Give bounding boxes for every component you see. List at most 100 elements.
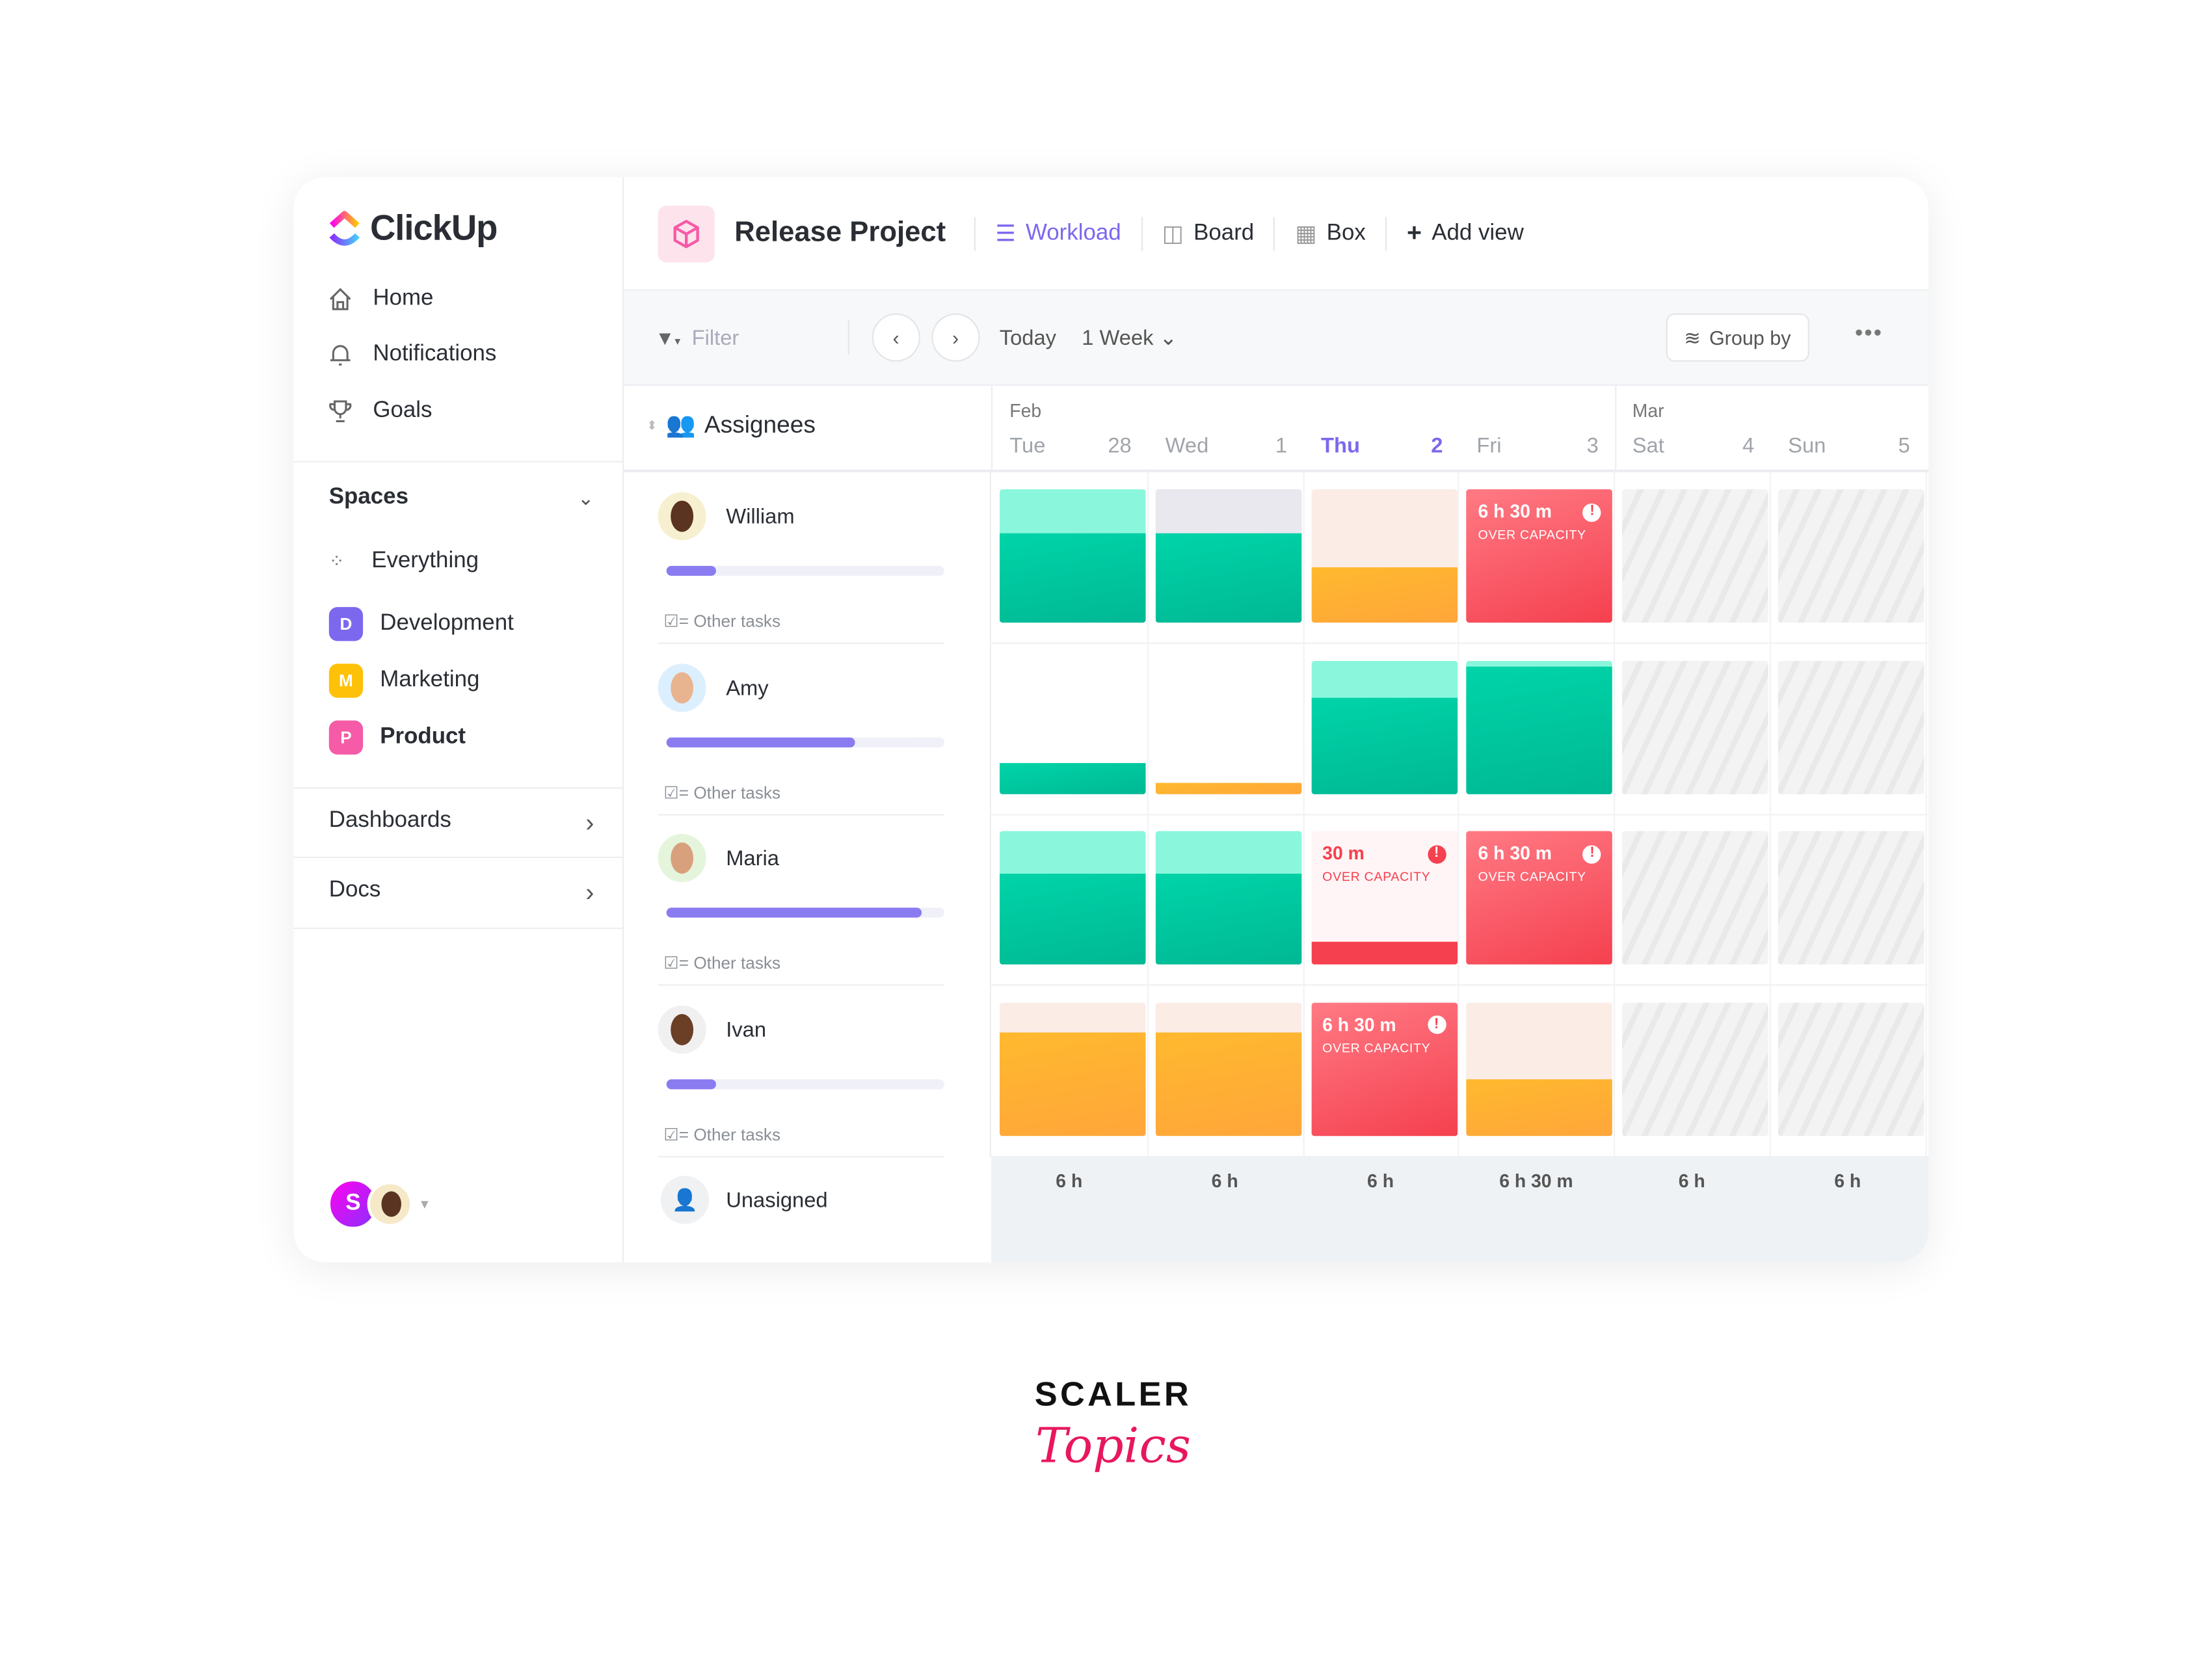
- divider: [1385, 216, 1387, 250]
- chevron-right-icon[interactable]: ›: [585, 808, 594, 837]
- workload-cell[interactable]: [999, 489, 1146, 623]
- day-total: 6 h: [1211, 1170, 1238, 1192]
- sidebar-item-goals[interactable]: Goals: [328, 399, 432, 424]
- other-tasks-link[interactable]: ☑= Other tasks: [663, 782, 780, 802]
- over-capacity-label: OVER CAPACITY: [1322, 1040, 1431, 1055]
- next-button[interactable]: ›: [931, 313, 980, 362]
- user-menu[interactable]: S ▼: [327, 1178, 431, 1230]
- workload-bar: [1467, 1079, 1613, 1136]
- column-divider: [1614, 643, 1616, 815]
- assignees-header[interactable]: ⬍ 👥 Assignees: [646, 411, 816, 440]
- other-tasks-link[interactable]: ☑= Other tasks: [663, 612, 780, 632]
- spaces-heading[interactable]: Spaces: [328, 485, 408, 509]
- day-header-fri[interactable]: Fri 3: [1459, 434, 1616, 459]
- docs-label: Docs: [328, 878, 381, 902]
- time-value: 6 h 30 m: [1478, 500, 1552, 522]
- sidebar-item-everything[interactable]: ⁘ Everything: [329, 549, 479, 574]
- divider: [974, 216, 976, 250]
- day-header-sat[interactable]: Sat 4: [1616, 434, 1772, 459]
- sidebar-item-notifications[interactable]: Notifications: [328, 342, 497, 367]
- over-capacity-time: 6 h 30 m!: [1322, 1014, 1446, 1036]
- day-off-cell: [1622, 831, 1769, 965]
- workload-cell[interactable]: [1155, 1002, 1301, 1136]
- range-select[interactable]: 1 Week ⌄: [1082, 325, 1177, 350]
- assignee-info: William ☑= Other tasks: [658, 492, 944, 644]
- day-name: Tue: [1009, 434, 1046, 459]
- other-tasks-link[interactable]: ☑= Other tasks: [663, 1124, 780, 1144]
- table-row: Ivan ☑= Other tasks 6 h 30 m! OVER CAPACITY: [624, 985, 1928, 1157]
- column-divider: [1302, 472, 1304, 644]
- assignee-maria[interactable]: Maria ☑= Other tasks: [624, 814, 991, 986]
- workload-cell[interactable]: [1311, 660, 1458, 794]
- workload-cell[interactable]: [1155, 489, 1301, 623]
- assignee-william[interactable]: William ☑= Other tasks: [624, 472, 991, 644]
- day-number: 5: [1898, 434, 1910, 459]
- tab-workload[interactable]: ☰ Workload: [995, 219, 1121, 248]
- checklist-icon: ☑=: [663, 611, 694, 632]
- row-divider: [991, 642, 1928, 644]
- tab-board[interactable]: ◫ Board: [1162, 219, 1254, 248]
- clickup-logo[interactable]: ClickUp: [328, 208, 498, 249]
- chevron-down-icon[interactable]: ⌄: [577, 486, 594, 509]
- over-capacity-cell[interactable]: 30 m! OVER CAPACITY: [1311, 831, 1458, 965]
- space-badge: P: [328, 720, 364, 755]
- workload-bar: [1155, 1032, 1301, 1136]
- filter-icon[interactable]: ▼▾: [655, 326, 681, 349]
- row-divider: [991, 984, 1928, 986]
- day-header-tue[interactable]: Tue 28: [993, 434, 1149, 459]
- sidebar-item-development[interactable]: D Development: [328, 607, 514, 641]
- more-options-icon[interactable]: •••: [1855, 321, 1884, 346]
- layers-icon: ≋: [1684, 325, 1701, 349]
- tab-box[interactable]: ▦ Box: [1295, 219, 1365, 248]
- other-tasks-label: Other tasks: [693, 782, 781, 802]
- dashboards-label: Dashboards: [328, 808, 451, 833]
- workload-bar: [1467, 667, 1613, 794]
- checklist-icon: ☑=: [663, 953, 694, 973]
- sidebar-item-dashboards[interactable]: Dashboards: [329, 809, 451, 834]
- prev-button[interactable]: ‹: [872, 313, 920, 362]
- workload-cell[interactable]: [1467, 660, 1613, 794]
- sidebar-item-marketing[interactable]: M Marketing: [328, 664, 480, 698]
- over-capacity-cell[interactable]: 6 h 30 m! OVER CAPACITY: [1311, 1002, 1458, 1136]
- day-header-sun[interactable]: Sun 5: [1771, 434, 1927, 459]
- column-divider: [1769, 814, 1771, 986]
- day-header-thu[interactable]: Thu 2: [1304, 434, 1460, 459]
- other-tasks-link[interactable]: ☑= Other tasks: [663, 953, 780, 973]
- sidebar-item-docs[interactable]: Docs: [329, 878, 380, 904]
- day-header-wed[interactable]: Wed 1: [1148, 434, 1304, 459]
- over-capacity-cell[interactable]: 6 h 30 m! OVER CAPACITY: [1467, 489, 1613, 623]
- group-by-button[interactable]: ≋ Group by: [1665, 313, 1809, 362]
- nav-label: Notifications: [373, 342, 497, 366]
- bell-icon: [330, 345, 351, 366]
- space-label: Marketing: [380, 667, 480, 692]
- over-capacity-cell[interactable]: 6 h 30 m! OVER CAPACITY: [1467, 831, 1613, 965]
- day-number: 1: [1275, 434, 1288, 459]
- day-headers: Feb Mar Tue 28 Wed 1 Thu 2 Fri 3 Sat 4 Sun 5: [991, 385, 1928, 472]
- chevron-right-icon[interactable]: ›: [585, 878, 594, 907]
- filter-input[interactable]: Filter: [691, 325, 740, 350]
- unassigned-row[interactable]: 👤 Unasigned: [660, 1176, 828, 1224]
- workload-cell[interactable]: [1311, 489, 1458, 623]
- sidebar-item-home[interactable]: Home: [328, 286, 433, 312]
- user-icon: 👤: [660, 1176, 710, 1224]
- today-button[interactable]: Today: [999, 325, 1056, 350]
- workload-cell[interactable]: [999, 660, 1146, 794]
- home-icon: [329, 288, 351, 310]
- workload-cell[interactable]: [1467, 1002, 1613, 1136]
- workload-bar: [1311, 568, 1458, 623]
- other-tasks-label: Other tasks: [693, 611, 781, 632]
- time-value: 6 h 30 m: [1478, 842, 1552, 864]
- workload-cell[interactable]: [999, 831, 1146, 965]
- assignee-amy[interactable]: Amy ☑= Other tasks: [624, 643, 991, 815]
- toolbar: ▼▾ Filter ‹ › Today 1 Week ⌄ ≋ Group by •…: [624, 290, 1928, 386]
- add-view-button[interactable]: + Add view: [1407, 219, 1524, 249]
- assignee-ivan[interactable]: Ivan ☑= Other tasks: [624, 985, 991, 1157]
- workload-cell[interactable]: [1155, 660, 1301, 794]
- column-divider: [1614, 814, 1616, 986]
- workload-cell[interactable]: [1155, 831, 1301, 965]
- month-label: Mar: [1632, 399, 1664, 422]
- divider: [847, 320, 849, 355]
- sidebar-item-product[interactable]: P Product: [328, 720, 466, 755]
- sort-icon: ⬍: [646, 418, 658, 432]
- workload-cell[interactable]: [999, 1002, 1146, 1136]
